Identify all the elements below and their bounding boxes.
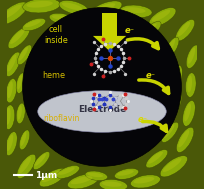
Ellipse shape	[42, 171, 61, 182]
Ellipse shape	[19, 47, 28, 61]
Ellipse shape	[33, 152, 50, 170]
Ellipse shape	[152, 10, 170, 22]
Ellipse shape	[114, 168, 139, 179]
Ellipse shape	[8, 27, 30, 49]
Ellipse shape	[183, 101, 195, 126]
Ellipse shape	[5, 132, 17, 156]
Circle shape	[23, 8, 181, 166]
Ellipse shape	[7, 81, 13, 98]
Ellipse shape	[117, 170, 134, 176]
Ellipse shape	[21, 132, 26, 146]
Ellipse shape	[184, 103, 191, 121]
Ellipse shape	[176, 19, 195, 41]
Ellipse shape	[17, 75, 22, 89]
Ellipse shape	[6, 79, 17, 103]
Ellipse shape	[166, 39, 175, 53]
Ellipse shape	[90, 1, 122, 18]
Ellipse shape	[0, 2, 28, 24]
Ellipse shape	[187, 75, 192, 93]
Ellipse shape	[99, 179, 128, 189]
Ellipse shape	[177, 22, 190, 36]
Ellipse shape	[17, 45, 32, 65]
Ellipse shape	[93, 3, 115, 13]
Ellipse shape	[19, 130, 30, 150]
Ellipse shape	[143, 23, 157, 35]
Text: cell
inside: cell inside	[44, 25, 68, 45]
Ellipse shape	[174, 68, 179, 82]
Ellipse shape	[148, 152, 163, 164]
Ellipse shape	[23, 0, 60, 13]
Ellipse shape	[22, 18, 46, 31]
Ellipse shape	[85, 17, 102, 22]
Ellipse shape	[2, 5, 21, 19]
Ellipse shape	[35, 154, 46, 166]
Ellipse shape	[163, 124, 174, 138]
Ellipse shape	[141, 22, 161, 39]
Ellipse shape	[82, 15, 106, 26]
Ellipse shape	[123, 7, 146, 13]
Ellipse shape	[19, 157, 31, 174]
Ellipse shape	[165, 37, 179, 57]
Ellipse shape	[7, 55, 16, 72]
Ellipse shape	[10, 29, 25, 44]
Ellipse shape	[149, 8, 176, 26]
Ellipse shape	[163, 158, 182, 172]
Ellipse shape	[57, 166, 80, 178]
Ellipse shape	[170, 93, 182, 115]
Text: Electrode: Electrode	[78, 105, 126, 114]
Ellipse shape	[178, 130, 189, 147]
Ellipse shape	[59, 0, 88, 15]
Ellipse shape	[102, 181, 122, 187]
Ellipse shape	[85, 171, 108, 180]
Ellipse shape	[186, 73, 196, 97]
Ellipse shape	[16, 103, 25, 124]
Ellipse shape	[162, 122, 178, 143]
Polygon shape	[102, 13, 117, 38]
Ellipse shape	[68, 174, 99, 189]
Ellipse shape	[59, 167, 75, 175]
Ellipse shape	[120, 5, 152, 18]
Ellipse shape	[134, 177, 154, 184]
Ellipse shape	[6, 108, 11, 125]
Ellipse shape	[49, 13, 75, 25]
Ellipse shape	[173, 65, 182, 86]
Ellipse shape	[131, 175, 160, 188]
Ellipse shape	[38, 91, 166, 132]
Ellipse shape	[4, 105, 15, 129]
Ellipse shape	[188, 48, 195, 64]
Ellipse shape	[52, 15, 70, 21]
Polygon shape	[93, 36, 126, 51]
Ellipse shape	[71, 176, 92, 184]
Ellipse shape	[7, 134, 13, 151]
Ellipse shape	[17, 154, 36, 178]
Text: e⁻: e⁻	[125, 26, 135, 35]
Ellipse shape	[16, 73, 25, 93]
Ellipse shape	[186, 45, 199, 68]
Ellipse shape	[27, 1, 53, 8]
Text: e⁻: e⁻	[138, 115, 148, 124]
Ellipse shape	[116, 18, 131, 26]
Text: e⁻: e⁻	[145, 71, 155, 80]
Ellipse shape	[62, 2, 82, 10]
Ellipse shape	[114, 16, 135, 29]
Text: heme: heme	[42, 71, 65, 80]
Text: riboflavin: riboflavin	[43, 114, 80, 123]
Ellipse shape	[146, 150, 168, 168]
Ellipse shape	[171, 96, 178, 110]
Ellipse shape	[176, 127, 194, 153]
Ellipse shape	[25, 20, 41, 27]
Ellipse shape	[160, 156, 187, 177]
Text: 1μm: 1μm	[35, 171, 57, 180]
Ellipse shape	[6, 52, 21, 77]
Ellipse shape	[39, 168, 66, 187]
Ellipse shape	[87, 173, 103, 177]
Ellipse shape	[18, 105, 22, 120]
